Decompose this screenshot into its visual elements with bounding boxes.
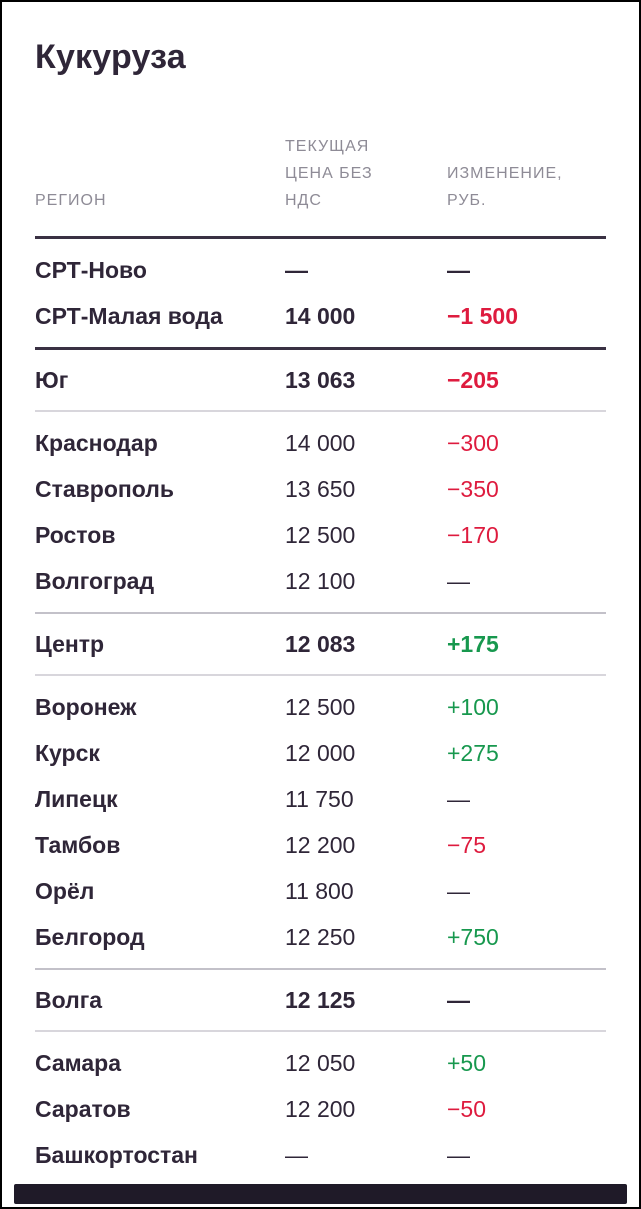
- price-cell: 11 750: [285, 785, 354, 812]
- divider: [35, 347, 606, 350]
- table-row: Тамбов 12 200 −75: [35, 822, 606, 868]
- change-cell: −50: [447, 1095, 487, 1122]
- summary-volga: Волга 12 125 —: [35, 970, 606, 1030]
- table-header: РЕГИОН ТЕКУЩАЯ ЦЕНА БЕЗ НДС ИЗМЕНЕНИЕ, Р…: [35, 133, 606, 236]
- region-cell: Ростов: [35, 521, 116, 548]
- price-cell: —: [285, 256, 308, 283]
- price-cell: 12 250: [285, 923, 356, 950]
- table-row: Белгород 12 250 +750: [35, 914, 606, 960]
- change-cell: −205: [447, 366, 499, 393]
- change-cell: +100: [447, 693, 499, 720]
- table-row: Краснодар 14 000 −300: [35, 420, 606, 466]
- price-cell: 14 000: [285, 302, 356, 329]
- table-row: Ставрополь 13 650 −350: [35, 466, 606, 512]
- group-centr-cities: Воронеж 12 500 +100 Курск 12 000 +275 Ли…: [35, 676, 606, 968]
- region-cell: Саратов: [35, 1095, 131, 1122]
- table-row: Липецк 11 750 —: [35, 776, 606, 822]
- change-cell: —: [447, 567, 470, 594]
- region-cell: Центр: [35, 630, 105, 657]
- table-row: Самара 12 050 +50: [35, 1040, 606, 1086]
- table-row: Курск 12 000 +275: [35, 730, 606, 776]
- change-cell: −75: [447, 831, 487, 858]
- region-cell: Самара: [35, 1049, 122, 1076]
- summary-yug: Юг 13 063 −205: [35, 350, 606, 410]
- price-cell: 12 200: [285, 1095, 356, 1122]
- region-cell: Курск: [35, 739, 100, 766]
- region-cell: Белгород: [35, 923, 145, 950]
- region-cell: Тамбов: [35, 831, 121, 858]
- price-cell: 12 500: [285, 521, 356, 548]
- region-cell: Липецк: [35, 785, 118, 812]
- region-cell: Волгоград: [35, 567, 155, 594]
- region-cell: Ставрополь: [35, 475, 175, 502]
- change-cell: −170: [447, 521, 499, 548]
- price-cell: 13 063: [285, 366, 356, 393]
- region-cell: Воронеж: [35, 693, 137, 720]
- change-cell: −300: [447, 429, 499, 456]
- change-cell: +175: [447, 630, 499, 657]
- divider: [35, 236, 606, 239]
- price-cell: 12 083: [285, 630, 356, 657]
- change-cell: —: [447, 986, 470, 1013]
- region-cell: Башкортостан: [35, 1141, 198, 1168]
- change-cell: —: [447, 877, 470, 904]
- price-cell: 12 100: [285, 567, 356, 594]
- table-row: Центр 12 083 +175: [35, 621, 606, 667]
- group-srt: СРТ-Ново — — СРТ-Малая вода 14 000 −1 50…: [35, 239, 606, 347]
- table-row: Волгоград 12 100 —: [35, 558, 606, 604]
- column-header-region: РЕГИОН: [35, 192, 107, 209]
- change-cell: −350: [447, 475, 499, 502]
- price-cell: 14 000: [285, 429, 356, 456]
- price-cell: 12 500: [285, 693, 356, 720]
- region-cell: Орёл: [35, 877, 95, 904]
- table-row: Юг 13 063 −205: [35, 357, 606, 403]
- table-row: Волга 12 125 —: [35, 977, 606, 1023]
- change-cell: −1 500: [447, 302, 518, 329]
- change-cell: —: [447, 785, 470, 812]
- table-row: Ростов 12 500 −170: [35, 512, 606, 558]
- region-cell: Волга: [35, 986, 103, 1013]
- table-row: Орёл 11 800 —: [35, 868, 606, 914]
- price-cell: 11 800: [285, 877, 354, 904]
- table-row: Воронеж 12 500 +100: [35, 684, 606, 730]
- price-cell: 12 125: [285, 986, 356, 1013]
- region-cell: СРТ-Малая вода: [35, 302, 223, 329]
- group-yug-cities: Краснодар 14 000 −300 Ставрополь 13 650 …: [35, 412, 606, 612]
- divider: [35, 674, 606, 676]
- price-cell: 13 650: [285, 475, 356, 502]
- price-cell: 12 200: [285, 831, 356, 858]
- footer-bar: [14, 1184, 627, 1204]
- summary-centr: Центр 12 083 +175: [35, 614, 606, 674]
- divider: [35, 612, 606, 614]
- column-header-price: ТЕКУЩАЯ ЦЕНА БЕЗ НДС: [285, 138, 373, 209]
- region-cell: Краснодар: [35, 429, 158, 456]
- price-cell: 12 000: [285, 739, 356, 766]
- divider: [35, 410, 606, 412]
- divider: [35, 968, 606, 970]
- table-row: Башкортостан — —: [35, 1132, 606, 1178]
- table-row: Саратов 12 200 −50: [35, 1086, 606, 1132]
- price-cell: 12 050: [285, 1049, 356, 1076]
- region-cell: СРТ-Ново: [35, 256, 147, 283]
- change-cell: +750: [447, 923, 499, 950]
- table-row: СРТ-Ново — —: [35, 247, 606, 293]
- region-cell: Юг: [35, 366, 69, 393]
- divider: [35, 1030, 606, 1032]
- change-cell: +50: [447, 1049, 487, 1076]
- price-cell: —: [285, 1141, 308, 1168]
- change-cell: —: [447, 1141, 470, 1168]
- change-cell: —: [447, 256, 470, 283]
- group-volga-cities: Самара 12 050 +50 Саратов 12 200 −50 Баш…: [35, 1032, 606, 1186]
- change-cell: +275: [447, 739, 499, 766]
- page-title: Кукуруза: [35, 38, 186, 76]
- column-header-change: ИЗМЕНЕНИЕ, РУБ.: [447, 165, 563, 209]
- table-row: СРТ-Малая вода 14 000 −1 500: [35, 293, 606, 339]
